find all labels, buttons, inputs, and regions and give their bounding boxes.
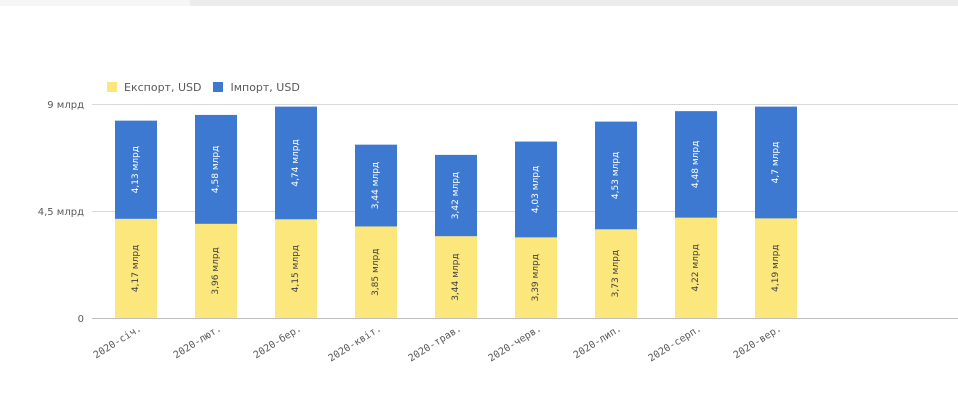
bar-segment-import[interactable] [435,154,477,237]
bar-segment-import[interactable] [355,144,397,227]
bar-segment-import[interactable] [275,106,317,220]
y-tick-label: 0 [78,314,84,325]
legend: Експорт, USD Імпорт, USD [107,80,312,94]
bar-segment-export[interactable] [435,236,477,318]
data-label: 4,53 млрд [611,152,621,199]
y-tick-label: 4,5 млрд [38,207,84,218]
legend-label-import: Імпорт, USD [230,80,300,94]
x-tick-label: 2020-квіт. [326,322,383,364]
bar-segment-export[interactable] [755,218,797,318]
data-label: 3,85 млрд [371,249,381,296]
bar-segment-export[interactable] [115,218,157,318]
data-label: 4,7 млрд [771,142,781,184]
data-label: 4,58 млрд [211,146,221,193]
bar-segment-import[interactable] [755,106,797,219]
bar-segment-export[interactable] [595,229,637,318]
legend-swatch-import [213,82,224,92]
data-label: 3,73 млрд [611,250,621,297]
x-tick-label: 2020-вер. [732,323,784,361]
legend-label-export: Експорт, USD [124,80,202,94]
legend-item-export[interactable]: Експорт, USD [107,81,201,94]
data-label: 4,48 млрд [691,141,701,188]
legend-swatch-export [107,82,117,92]
x-tick-label: 2020-трав. [407,323,464,364]
top-tab[interactable] [0,0,190,6]
bar-segment-import[interactable] [675,111,717,218]
data-label: 3,44 млрд [371,162,381,209]
bar-segment-export[interactable] [355,226,397,318]
bar-segment-import[interactable] [115,120,157,219]
bar-segment-import[interactable] [195,114,237,224]
bar-segment-export[interactable] [275,219,317,318]
data-label: 4,17 млрд [131,245,141,292]
data-label: 4,22 млрд [691,244,701,291]
bar-segment-export[interactable] [515,237,557,318]
data-label: 4,19 млрд [771,244,781,291]
x-tick-label: 2020-бер. [251,322,303,361]
data-label: 4,03 млрд [531,166,541,213]
legend-item-import[interactable]: Імпорт, USD [213,80,300,94]
bar-segment-import[interactable] [595,121,637,230]
bar-segment-import[interactable] [515,141,557,238]
bar-segment-export[interactable] [675,217,717,318]
data-label: 3,42 млрд [451,172,461,219]
x-tick-label: 2020-січ. [91,322,143,361]
x-tick-label: 2020-серп. [647,323,704,364]
x-tick-label: 2020-лют. [172,323,224,361]
data-label: 4,13 млрд [131,146,141,193]
bar-segment-export[interactable] [195,223,237,318]
y-tick-label: 9 млрд [47,100,84,111]
x-tick-label: 2020-лип. [572,323,624,361]
data-label: 4,74 млрд [291,139,301,186]
data-label: 4,15 млрд [291,245,301,292]
x-tick-label: 2020-черв. [487,323,544,364]
data-label: 3,96 млрд [211,247,221,294]
data-label: 3,39 млрд [531,254,541,301]
top-bar [0,0,958,6]
data-label: 3,44 млрд [451,253,461,300]
